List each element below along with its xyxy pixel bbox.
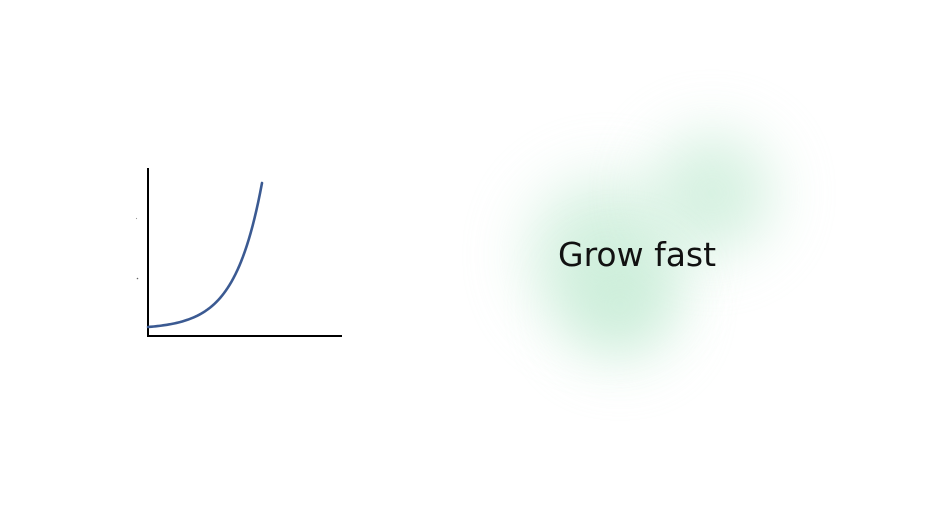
tick-mark <box>135 217 138 220</box>
slogan-text: Grow fast <box>558 235 717 274</box>
growth-curve <box>146 181 264 329</box>
tick-mark <box>136 277 139 280</box>
